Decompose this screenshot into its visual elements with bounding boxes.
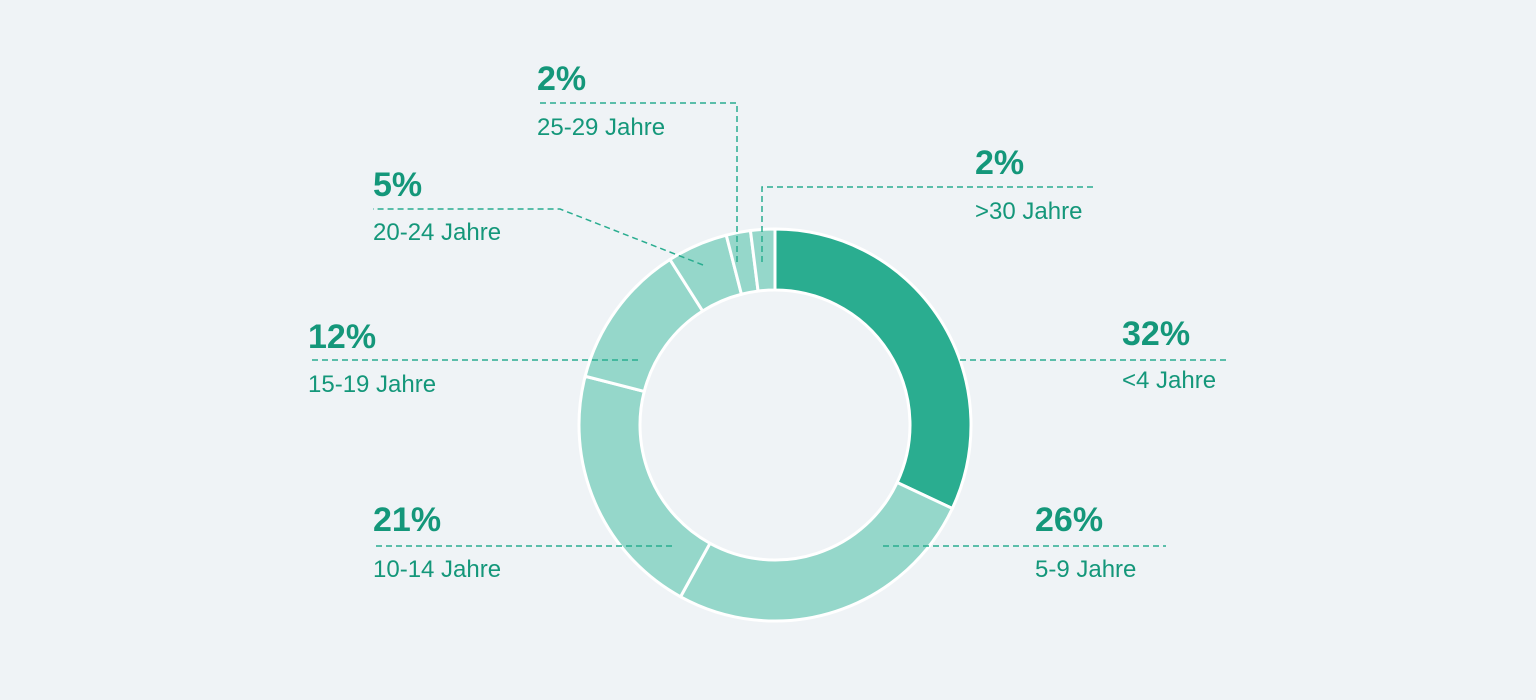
slice-value-label: 5% [373, 166, 422, 204]
donut-slice [577, 374, 712, 599]
slice-category-label: >30 Jahre [975, 198, 1082, 225]
donut-slice [678, 480, 955, 623]
labels-group: 32% <4 Jahre 26% 5-9 Jahre 21% 10-14 Jahre 12%… [308, 60, 1216, 583]
leader-line [537, 102, 738, 262]
slice-category-label: 20-24 Jahre [373, 219, 501, 246]
slice-value-label: 2% [975, 144, 1024, 182]
slice-category-label: <4 Jahre [1122, 367, 1216, 394]
leader-line [373, 208, 704, 266]
donut-slice [773, 227, 973, 511]
slice-category-label: 15-19 Jahre [308, 371, 436, 398]
slice-value-label: 2% [537, 60, 586, 98]
leader-lines-group [308, 102, 1226, 547]
slice-category-label: 25-29 Jahre [537, 114, 665, 141]
slice-value-label: 26% [1035, 501, 1103, 539]
slice-value-label: 12% [308, 318, 376, 356]
slice-value-label: 32% [1122, 315, 1190, 353]
slice-category-label: 10-14 Jahre [373, 556, 501, 583]
slice-category-label: 5-9 Jahre [1035, 556, 1136, 583]
slice-value-label: 21% [373, 501, 441, 539]
slices-group [577, 227, 973, 623]
leader-line [761, 186, 1095, 262]
